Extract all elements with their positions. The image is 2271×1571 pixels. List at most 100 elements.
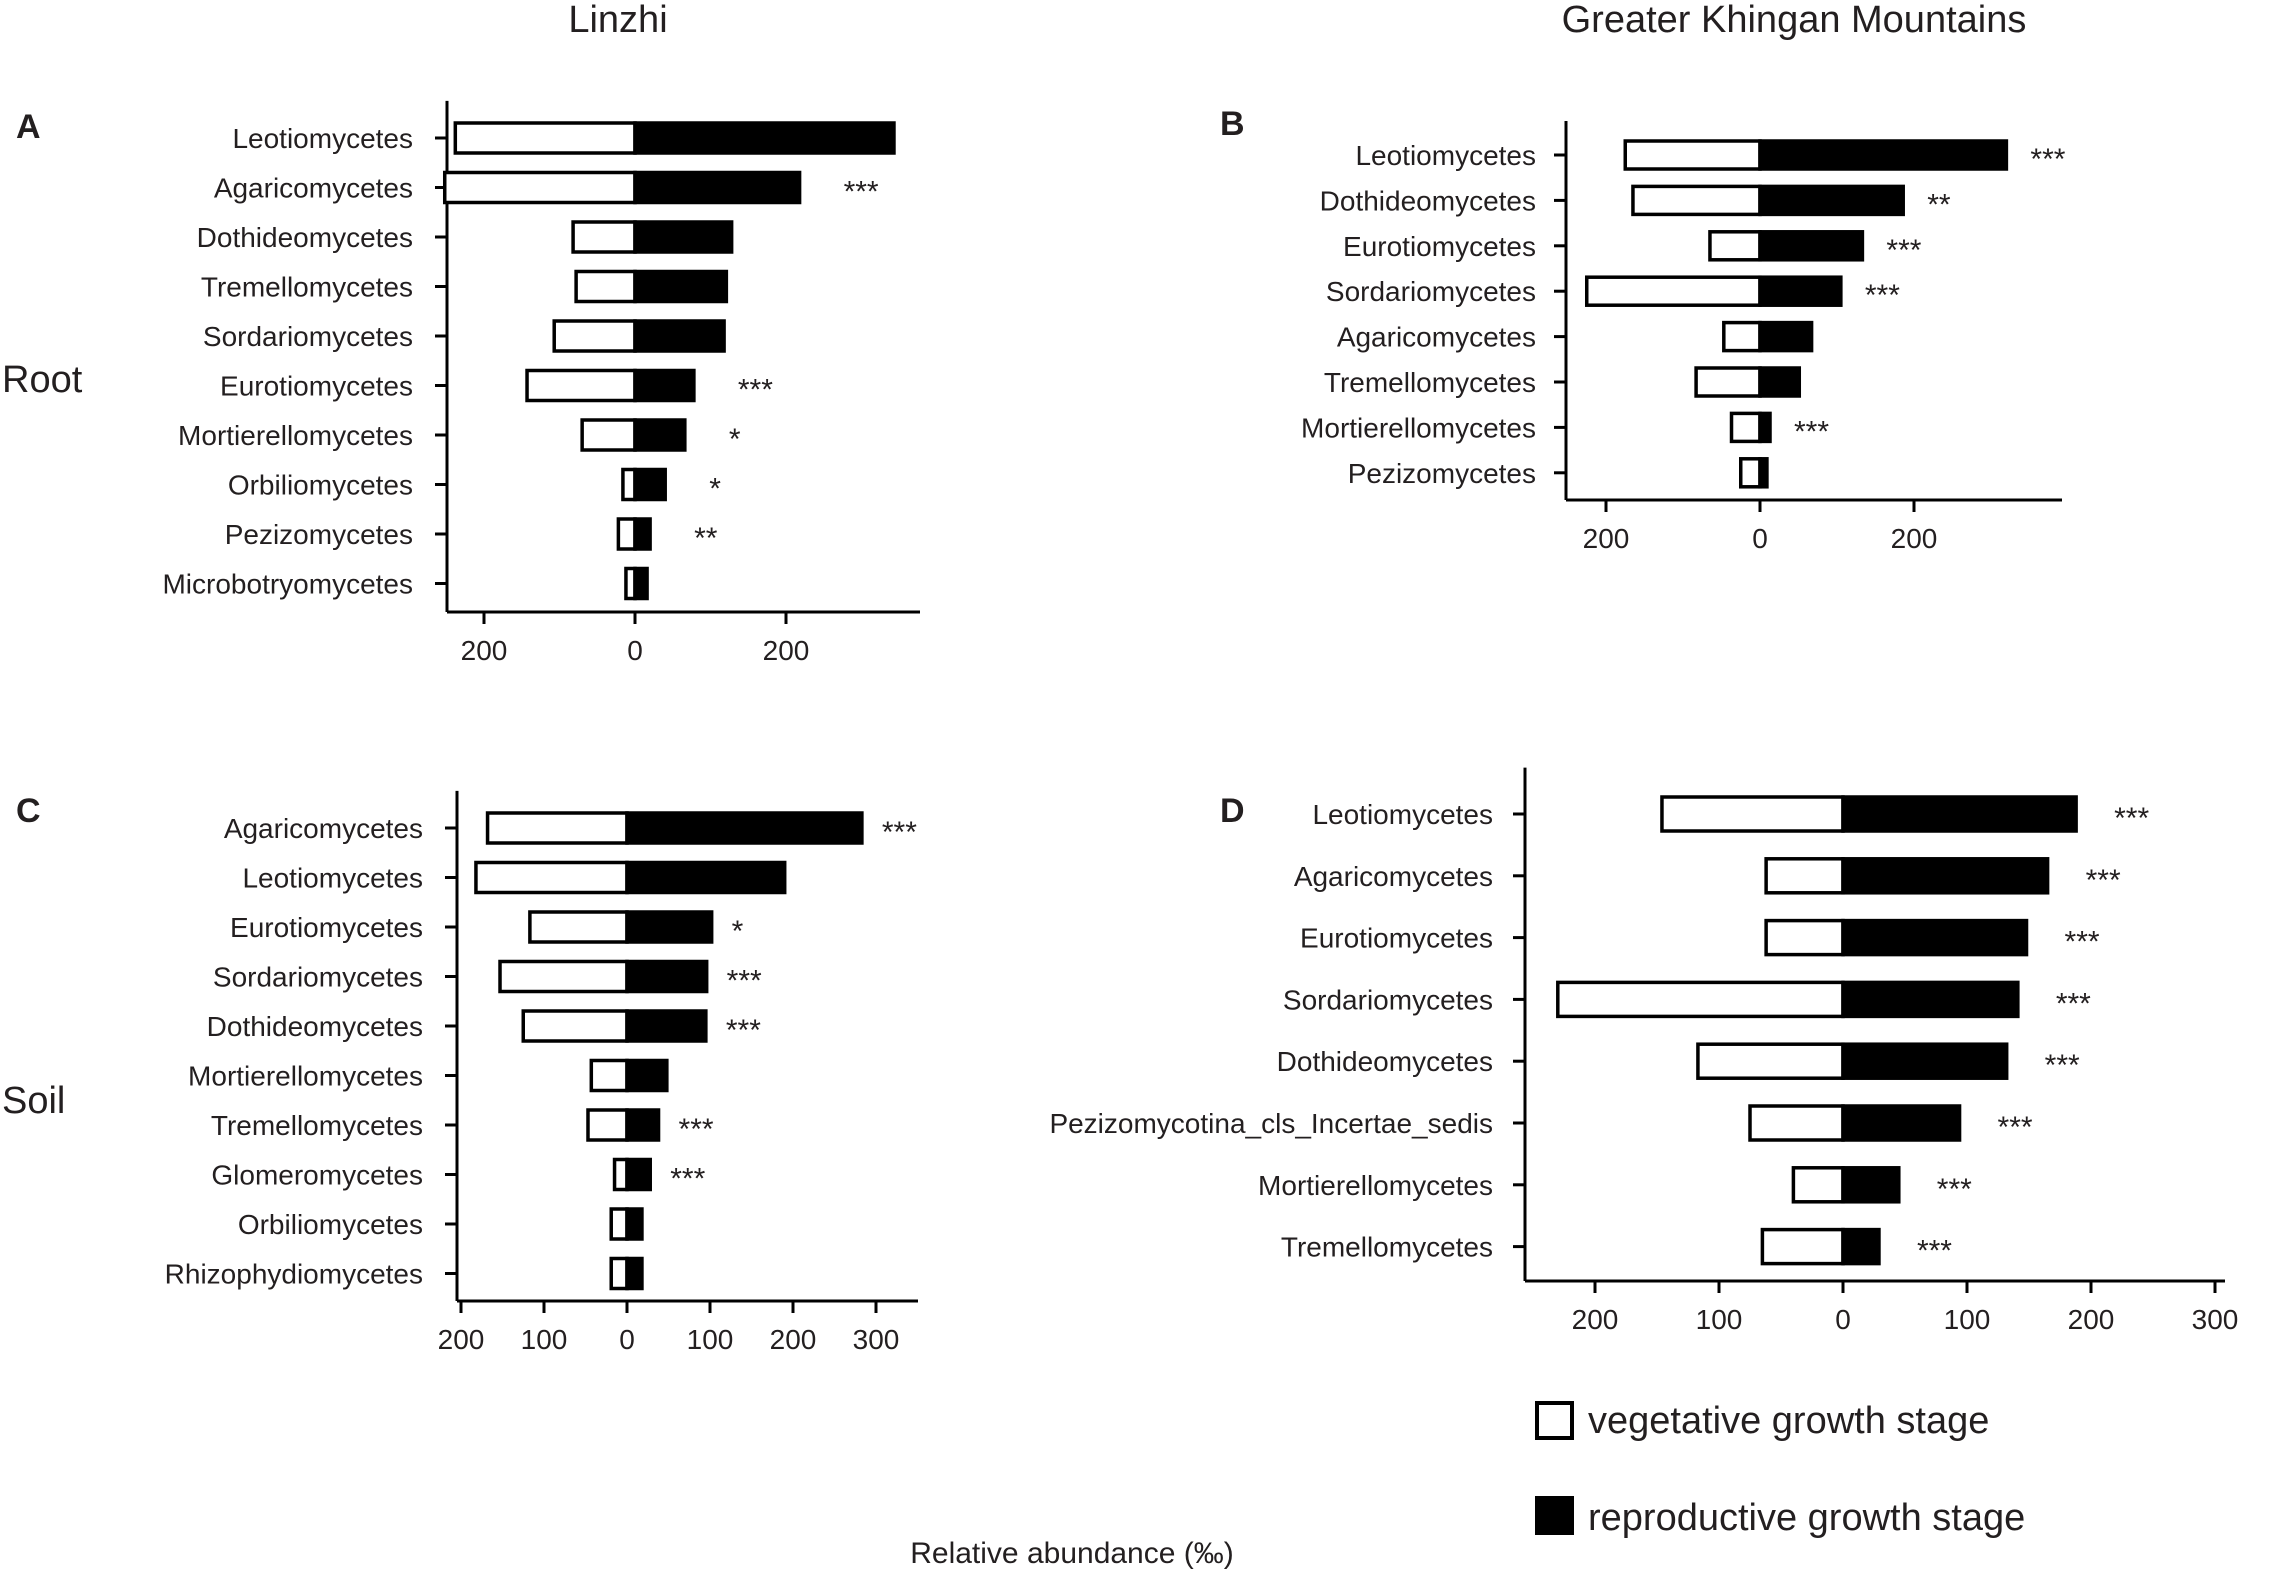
column-title-greater-khingan: Greater Khingan Mountains	[1562, 0, 2027, 41]
bar-vegetative	[485, 811, 629, 845]
category-label: Dothideomycetes	[197, 222, 413, 253]
significance-label: ***	[1917, 1235, 1952, 1268]
bar-reproductive	[625, 1058, 669, 1093]
bar-vegetative	[1631, 184, 1762, 217]
bar-vegetative	[1694, 366, 1762, 398]
category-label: Mortierellomycetes	[1301, 412, 1536, 443]
x-tick-label: 200	[763, 635, 810, 666]
bar-reproductive	[625, 959, 709, 994]
category-label: Eurotiomycetes	[1300, 923, 1493, 954]
bar-reproductive	[625, 1207, 644, 1241]
category-label: Orbiliomycetes	[238, 1209, 423, 1240]
category-label: Mortierellomycetes	[188, 1061, 423, 1092]
bar-vegetative	[525, 368, 637, 403]
category-label: Tremellomycetes	[1324, 367, 1536, 398]
bar-reproductive	[1758, 320, 1814, 353]
bar-vegetative	[1660, 795, 1845, 833]
x-tick-label: 0	[1752, 523, 1768, 554]
bar-reproductive	[633, 467, 667, 502]
x-tick-label: 200	[1572, 1304, 1619, 1335]
bar-reproductive	[633, 418, 687, 452]
bar-vegetative	[453, 121, 637, 155]
category-label: Sordariomycetes	[203, 321, 413, 352]
bar-vegetative	[1764, 918, 1845, 957]
category-label: Dothideomycetes	[1277, 1046, 1493, 1077]
x-tick-label: 100	[521, 1324, 568, 1355]
bar-reproductive	[625, 1009, 708, 1043]
bar-reproductive	[1758, 184, 1905, 217]
x-tick-label: 0	[619, 1324, 635, 1355]
x-tick-label: 0	[627, 635, 643, 666]
bar-vegetative	[1764, 857, 1845, 895]
significance-label: ***	[882, 816, 917, 849]
category-label: Sordariomycetes	[213, 962, 423, 993]
bar-vegetative	[609, 1207, 629, 1241]
bar-reproductive	[633, 517, 652, 551]
bar-reproductive	[633, 269, 729, 304]
bar-reproductive	[1758, 230, 1865, 262]
category-label: Orbiliomycetes	[228, 470, 413, 501]
x-tick-label: 0	[1835, 1304, 1851, 1335]
bar-reproductive	[1841, 1227, 1881, 1266]
category-label: Leotiomycetes	[1355, 140, 1536, 171]
category-label: Sordariomycetes	[1326, 276, 1536, 307]
bar-vegetative	[1623, 139, 1762, 171]
significance-label: ***	[2114, 802, 2149, 835]
category-label: Agaricomycetes	[214, 173, 413, 204]
bar-reproductive	[633, 121, 896, 155]
bar-reproductive	[1841, 918, 2029, 957]
bar-vegetative	[574, 269, 637, 304]
significance-label: ***	[1998, 1111, 2033, 1144]
bar-vegetative	[1696, 1042, 1845, 1080]
bar-vegetative	[621, 467, 637, 502]
significance-label: ***	[679, 1113, 714, 1146]
x-axis-title: Relative abundance (‰)	[910, 1537, 1234, 1570]
bar-reproductive	[1841, 795, 2078, 833]
bar-vegetative	[552, 319, 637, 353]
panel-letter: A	[16, 108, 41, 146]
significance-label: ***	[1886, 234, 1921, 267]
bar-reproductive	[625, 1256, 644, 1291]
bar-reproductive	[1758, 411, 1772, 444]
bar-vegetative	[616, 517, 637, 551]
bar-vegetative	[586, 1108, 629, 1142]
bar-reproductive	[633, 170, 802, 205]
category-label: Mortierellomycetes	[178, 420, 413, 451]
significance-label: ***	[2045, 1049, 2080, 1082]
bar-reproductive	[633, 319, 726, 353]
category-label: Leotiomycetes	[232, 123, 413, 154]
category-label: Microbotryomycetes	[162, 569, 413, 600]
category-label: Agaricomycetes	[1294, 861, 1493, 892]
category-label: Dothideomycetes	[1320, 185, 1536, 216]
significance-label: ***	[844, 176, 879, 209]
category-label: Tremellomycetes	[211, 1110, 423, 1141]
category-label: Dothideomycetes	[207, 1011, 423, 1042]
significance-label: ***	[2065, 926, 2100, 959]
bar-vegetative	[580, 418, 637, 452]
x-tick-label: 100	[687, 1324, 734, 1355]
bar-vegetative	[1739, 457, 1762, 489]
significance-label: ***	[1937, 1173, 1972, 1206]
bar-vegetative	[589, 1058, 629, 1093]
significance-label: ***	[726, 1014, 761, 1047]
significance-label: ***	[727, 965, 762, 998]
significance-label: **	[694, 522, 718, 555]
category-label: Rhizophydiomycetes	[165, 1259, 423, 1290]
bar-reproductive	[1841, 1042, 2009, 1080]
category-label: Sordariomycetes	[1283, 984, 1493, 1015]
row-label-root: Root	[2, 359, 83, 401]
significance-label: **	[1927, 188, 1951, 221]
significance-label: *	[709, 473, 721, 506]
bar-reproductive	[1758, 139, 2009, 171]
category-label: Tremellomycetes	[201, 272, 413, 303]
significance-label: ***	[2086, 864, 2121, 897]
row-label-soil: Soil	[2, 1080, 65, 1122]
bar-vegetative	[571, 220, 637, 254]
bar-vegetative	[442, 170, 637, 205]
legend-label-reproductive: reproductive growth stage	[1588, 1497, 2025, 1539]
bar-vegetative	[1748, 1104, 1845, 1142]
panel-letter: B	[1220, 105, 1245, 143]
significance-label: ***	[1794, 415, 1829, 448]
bar-reproductive	[1758, 366, 1802, 398]
